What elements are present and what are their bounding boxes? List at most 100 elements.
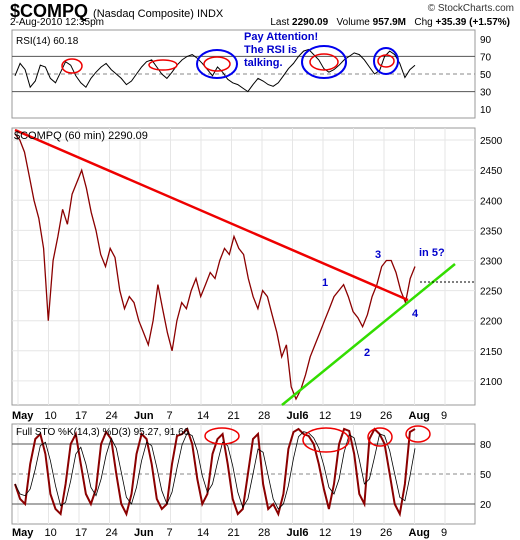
wave-label-1: 1 [322,277,328,289]
wave-label-4: 4 [412,308,419,320]
sto-circle [204,427,240,445]
sto-tick-label: 80 [480,440,492,451]
date-tick-label: 19 [350,410,362,422]
wave-label-5: in 5? [419,247,445,259]
rsi-tick-label: 10 [480,105,492,116]
volume-label: Volume [336,17,370,28]
date-tick-label: Jun [134,527,154,539]
attention-circle [196,49,238,79]
date-tick-label: 21 [228,527,240,539]
price-tick-label: 2350 [480,226,503,237]
date-tick-label: 9 [441,410,447,422]
date-tick-label: 26 [380,410,392,422]
rsi-tick-label: 90 [480,35,492,46]
sto-title: Full STO %K(14,3) %D(3) 95.27, 91.66 [16,427,190,438]
date-tick-label: 26 [380,527,392,539]
rsi-ticks: 10 30 50 70 90 [480,35,492,116]
date-tick-label: Jul6 [287,527,309,539]
rsi-circle [377,54,395,68]
price-tick-label: 2100 [480,377,503,388]
price-ticks: 2100 2150 2200 2250 2300 2350 2400 2450 2500 [480,136,503,388]
price-panel: 2100 2150 2200 2250 2300 2350 2400 2450 2500 $CO… [11,127,503,406]
date-tick-label: 24 [106,410,118,422]
price-tick-label: 2200 [480,317,503,328]
date-tick-label: 19 [350,527,362,539]
index-name: (Nasdaq Composite) INDX [93,8,224,20]
rsi-tick-label: 50 [480,70,492,81]
date-tick-label: 12 [319,410,331,422]
price-line [14,133,416,401]
date-tick-label: May [12,410,34,422]
sto-circles [204,425,431,453]
support-trendline [281,263,456,406]
volume-value: 957.9M [372,17,407,28]
rsi-annotation: Pay Attention! The RSI is talking. [244,31,318,69]
wave-label-2: 2 [364,347,370,359]
date-tick-label: 28 [258,410,270,422]
date-tick-label: 28 [258,527,270,539]
date-tick-label: 10 [45,410,57,422]
date-tick-label: 17 [75,410,87,422]
rsi-circle [203,56,231,72]
chg-value: +35.39 (+1.57%) [435,17,511,28]
rsi-tick-label: 30 [480,88,492,99]
attention-circle [373,47,399,75]
date-tick-label: 17 [75,527,87,539]
price-title: $COMPQ (60 min) 2290.09 [14,130,148,142]
rsi-circles [61,45,399,79]
date-tick-label: Aug [409,527,430,539]
price-tick-label: 2250 [480,287,503,298]
rsi-circle [61,58,83,74]
price-tick-label: 2300 [480,256,503,267]
rsi-circle [309,53,339,71]
rsi-panel: 10 30 50 70 90 RSI(14) 60.18 Pay Attention! … [11,29,492,119]
price-gridlines [12,128,475,405]
rsi-tick-label: 70 [480,52,492,63]
rsi-circle [148,59,178,71]
price-tick-label: 2500 [480,136,503,147]
quote-header: 2-Aug-2010 12:35pm Last 2290.09 Volume 9… [10,17,510,28]
chart-title: $COMPQ (Nasdaq Composite) INDX [10,1,223,22]
sto-tick-label: 50 [480,470,492,481]
sto-circle [367,427,393,447]
date-tick-label: Jul6 [287,410,309,422]
resistance-trendline [14,128,409,302]
date-axis-bottom: May 10 17 24 Jun 7 14 21 28 Jul6 12 19 26 Aug 9 [12,527,447,539]
sto-tick-label: 20 [480,500,492,511]
wave-label-3: 3 [375,249,381,261]
sto-ticks: 20 50 80 [480,440,492,511]
annotation-line-2: The RSI is [244,44,297,56]
sto-panel: 20 50 80 Full STO %K(14,3) %D(3) 95.27, 91… [11,423,492,525]
date-tick-label: 21 [228,410,240,422]
chg-label: Chg [414,17,433,28]
quote-values: Last 2290.09 Volume 957.9M Chg +35.39 (+… [270,17,510,28]
date-tick-label: 12 [319,527,331,539]
watermark: © StockCharts.com [427,3,514,14]
datetime: 2-Aug-2010 12:35pm [10,17,104,28]
date-tick-label: May [12,527,34,539]
price-tick-label: 2450 [480,166,503,177]
sto-line [14,427,416,518]
price-frame [11,127,476,406]
date-tick-label: Aug [409,410,430,422]
annotation-line-1: Pay Attention! [244,31,318,43]
date-tick-label: 7 [167,410,173,422]
price-tick-label: 2150 [480,347,503,358]
attention-circle [301,45,347,79]
last-label: Last [270,17,290,28]
date-tick-label: 10 [45,527,57,539]
price-tick-label: 2400 [480,196,503,207]
date-tick-label: 14 [197,527,209,539]
rsi-title: RSI(14) 60.18 [16,36,79,47]
sto-circle [302,427,350,453]
date-axis-top: May 10 17 24 Jun 7 14 21 28 Jul6 12 19 26 Aug 9 [12,410,447,422]
last-value: 2290.09 [292,17,329,28]
sto-circle [405,425,431,443]
date-tick-label: 7 [167,527,173,539]
symbol: $COMPQ [10,1,89,21]
date-tick-label: 14 [197,410,209,422]
annotation-line-3: talking. [244,57,283,69]
date-tick-label: Jun [134,410,154,422]
wave-labels: 1 2 3 4 in 5? [322,247,445,359]
